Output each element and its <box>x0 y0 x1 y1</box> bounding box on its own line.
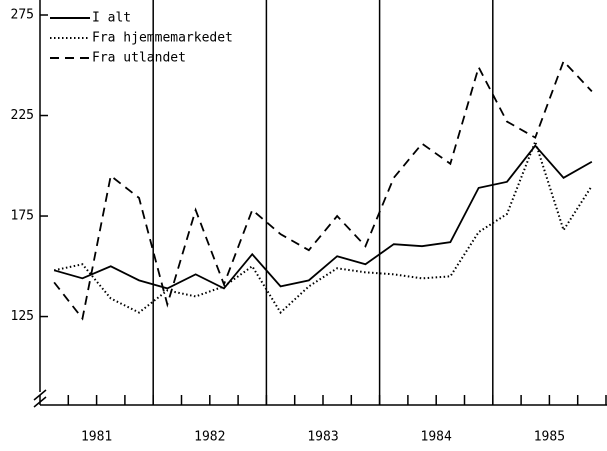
x-tick-label: 1984 <box>421 430 452 445</box>
y-tick-label: 125 <box>11 309 34 324</box>
legend-label: I alt <box>92 11 131 26</box>
legend-label: Fra utlandet <box>92 51 186 66</box>
series-line <box>53 138 593 315</box>
legend-label: Fra hjemmemarkedet <box>92 31 233 46</box>
y-tick-label: 275 <box>11 8 34 23</box>
x-tick-label: 1982 <box>194 430 225 445</box>
series-line <box>53 144 593 290</box>
x-tick-label: 1981 <box>81 430 112 445</box>
x-tick-label: 1985 <box>534 430 565 445</box>
y-tick-label: 175 <box>11 209 34 224</box>
y-tick-label: 225 <box>11 108 34 123</box>
series-line <box>53 59 593 321</box>
x-tick-label: 1983 <box>307 430 338 445</box>
